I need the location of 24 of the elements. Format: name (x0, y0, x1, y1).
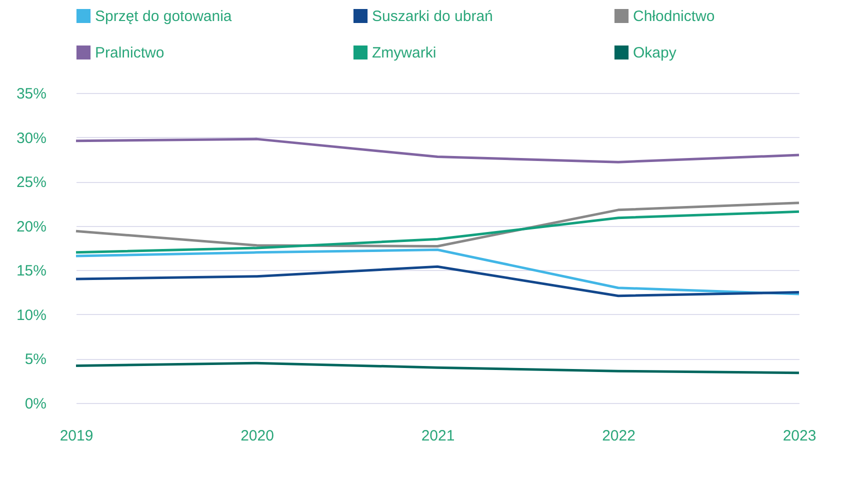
line-series (74, 362, 800, 374)
line-series (74, 138, 800, 164)
line-series (74, 248, 800, 296)
line-series (74, 210, 800, 254)
legend-label: Suszarki do ubrań (372, 8, 493, 25)
legend-label: Chłodnictwo (633, 8, 715, 25)
legend-label: Zmywarki (372, 44, 436, 62)
x-tick-label: 2020 (240, 428, 274, 444)
y-tick-label: 20% (16, 218, 46, 236)
y-tick-label: 10% (16, 306, 46, 324)
x-tick-label: 2021 (421, 428, 455, 444)
y-tick-label: 25% (16, 174, 46, 192)
y-tick-label: 5% (24, 351, 46, 368)
legend-label: Okapy (633, 44, 677, 62)
y-tick-label: 35% (16, 86, 46, 102)
legend-label: Pralnictwo (95, 44, 164, 62)
y-tick-label: 0% (24, 396, 46, 412)
x-tick-label: 2022 (602, 428, 636, 444)
x-tick-label: 2019 (60, 428, 94, 444)
legend-label: Sprzęt do gotowania (95, 8, 232, 25)
y-tick-label: 30% (16, 130, 46, 147)
line-series (74, 265, 800, 298)
y-tick-label: 15% (16, 262, 46, 280)
x-tick-label: 2023 (782, 428, 816, 444)
